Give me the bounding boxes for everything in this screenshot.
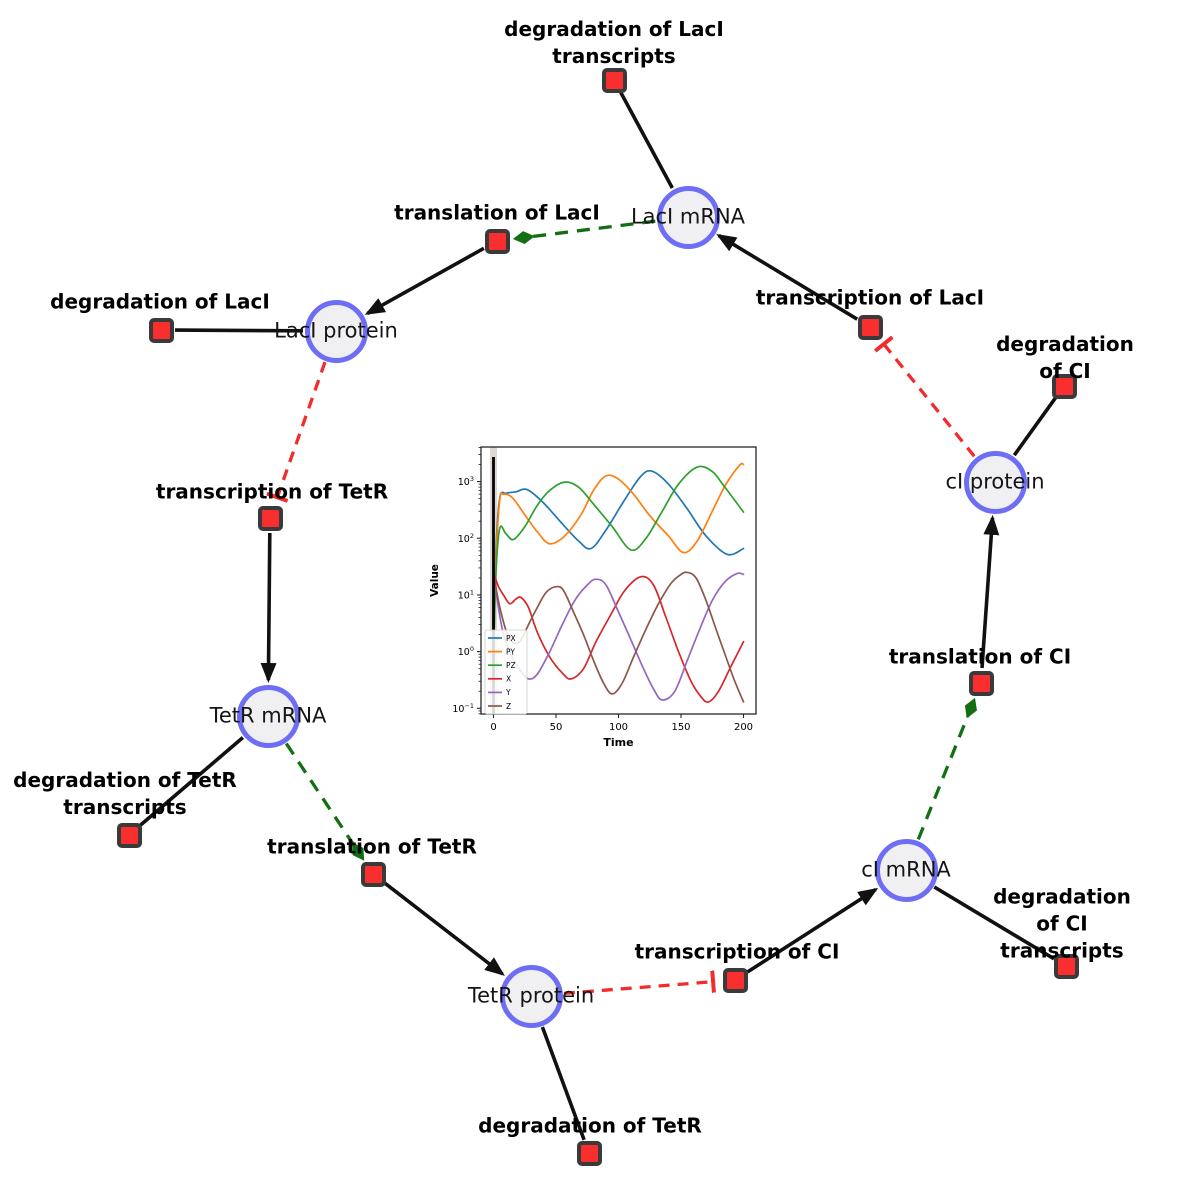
reaction-node-deg-lacI[interactable] xyxy=(148,317,174,343)
reaction-node-transcr-lacI[interactable] xyxy=(857,314,883,340)
edge-consumption-tetR-mRNA-deg-tetR-tr xyxy=(138,736,245,828)
reaction-label-transl-cI: translation of CI xyxy=(888,644,1072,669)
edge-production-transl-tetR-tetR-protein xyxy=(383,881,505,976)
reaction-label-deg-cI-tr: degradation of CI transcripts xyxy=(993,884,1131,963)
species-node-cI-protein[interactable] xyxy=(963,450,1027,514)
x-tick-label: 100 xyxy=(609,722,628,733)
species-label-lacI-mRNA: LacI mRNA xyxy=(630,204,746,229)
x-tick-label: 200 xyxy=(734,722,753,733)
reaction-label-transcr-lacI: transcription of LacI xyxy=(755,285,985,310)
edge-inhibition-lacI-protein-transcr-tetR xyxy=(277,361,327,497)
reaction-node-transl-cI[interactable] xyxy=(968,670,994,696)
y-axis: 10−1 100 101 102 103 xyxy=(452,447,481,715)
reaction-label-deg-lacI: degradation of LacI xyxy=(50,289,270,314)
reaction-node-deg-lacI-tr[interactable] xyxy=(601,67,627,93)
edge-production-transl-lacI-lacI-protein xyxy=(364,246,485,315)
legend-label-Z: Z xyxy=(506,702,511,711)
edge-production-transcr-tetR-tetR-mRNA xyxy=(260,532,277,683)
legend-label-PZ: PZ xyxy=(506,661,516,670)
reaction-label-deg-tetR: degradation of TetR xyxy=(478,1113,702,1138)
y-tick-label: 102 xyxy=(458,532,474,545)
x-tick-label: 0 xyxy=(490,722,496,733)
species-node-lacI-protein[interactable] xyxy=(304,299,368,363)
reaction-node-deg-cI-tr[interactable] xyxy=(1053,953,1079,979)
y-tick-label: 10−1 xyxy=(452,702,474,715)
edge-consumption-tetR-protein-deg-tetR xyxy=(540,1026,586,1141)
reaction-node-deg-cI[interactable] xyxy=(1051,373,1077,399)
reaction-node-transl-lacI[interactable] xyxy=(484,228,510,254)
reaction-node-transl-tetR[interactable] xyxy=(360,861,386,887)
edge-inhibition-tetR-protein-transcr-cI xyxy=(563,982,713,996)
x-tick-label: 50 xyxy=(550,722,563,733)
reaction-node-deg-tetR-tr[interactable] xyxy=(116,822,142,848)
series-Z xyxy=(492,571,745,703)
edge-modifier-tetR-mRNA-transl-tetR xyxy=(284,742,365,861)
series-PX xyxy=(492,469,745,658)
legend: PX PY PZ XYZ xyxy=(484,629,528,715)
y-tick-label: 101 xyxy=(458,588,474,601)
edge-modifier-lacI-mRNA-transl-lacI xyxy=(512,219,656,245)
edge-modifier-cI-mRNA-transl-cI xyxy=(916,697,977,841)
reaction-node-transcr-tetR[interactable] xyxy=(257,505,283,531)
y-tick-label: 100 xyxy=(458,645,474,658)
series-PY xyxy=(492,462,745,658)
edge-consumption-lacI-protein-deg-lacI xyxy=(174,328,304,333)
species-node-cI-mRNA[interactable] xyxy=(874,838,938,902)
legend-label-PX: PX xyxy=(506,634,516,643)
edge-production-transcr-cI-cI-mRNA xyxy=(746,887,879,974)
x-tick-label: 150 xyxy=(671,722,690,733)
x-axis: 0 50 100 150 200 xyxy=(490,714,753,733)
reaction-label-transcr-cI: transcription of CI xyxy=(634,939,840,964)
species-node-lacI-mRNA[interactable] xyxy=(656,185,720,249)
edge-production-transcr-lacI-lacI-mRNA xyxy=(716,234,859,321)
species-label-tetR-mRNA: TetR mRNA xyxy=(209,703,327,728)
edge-consumption-cI-protein-deg-cI xyxy=(1012,396,1058,457)
reaction-label-deg-cI: degradation of CI xyxy=(996,332,1134,383)
species-label-cI-protein: cI protein xyxy=(945,469,1045,494)
species-label-tetR-protein: TetR protein xyxy=(467,983,595,1008)
series-Y xyxy=(492,571,745,701)
species-label-lacI-protein: LacI protein xyxy=(274,318,398,343)
legend-label-PY: PY xyxy=(506,647,515,656)
reaction-label-transl-lacI: translation of LacI xyxy=(394,200,600,225)
series-PZ xyxy=(492,465,745,658)
edge-consumption-lacI-mRNA-deg-lacI-tr xyxy=(619,91,674,189)
reaction-label-deg-lacI-tr: degradation of LacI transcripts xyxy=(504,17,724,68)
y-axis-label: Value xyxy=(429,564,441,597)
reaction-node-deg-tetR[interactable] xyxy=(576,1140,602,1166)
y-tick-label: 103 xyxy=(458,475,474,488)
edge-consumption-cI-mRNA-deg-cI-tr xyxy=(933,885,1055,961)
inset-chart: 0 50 100 150 200Time10−1100101102103ValuePXP… xyxy=(429,446,757,749)
legend-label-X: X xyxy=(506,675,511,684)
reaction-label-deg-tetR-tr: degradation of TetR transcripts xyxy=(13,768,237,819)
species-label-cI-mRNA: cI mRNA xyxy=(861,857,951,882)
reaction-node-transcr-cI[interactable] xyxy=(722,967,748,993)
reaction-label-transl-tetR: translation of TetR xyxy=(267,834,477,859)
species-node-tetR-protein[interactable] xyxy=(499,964,563,1028)
reaction-label-transcr-tetR: transcription of TetR xyxy=(155,479,389,504)
legend-label-Y: Y xyxy=(505,688,511,697)
edge-inhibition-cI-protein-transcr-lacI xyxy=(884,344,976,458)
x-axis-label: Time xyxy=(603,736,633,749)
edge-production-transl-cI-cI-protein xyxy=(980,514,1000,669)
chart-curves xyxy=(492,462,745,703)
species-node-tetR-mRNA[interactable] xyxy=(236,684,300,748)
series-X xyxy=(492,571,745,703)
